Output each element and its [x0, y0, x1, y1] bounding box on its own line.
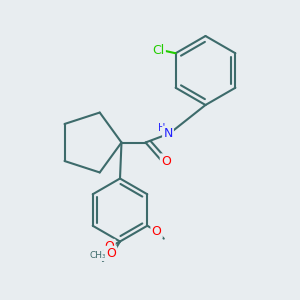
Text: CH₃: CH₃: [90, 251, 106, 260]
Text: Cl: Cl: [152, 44, 165, 57]
Text: O: O: [106, 247, 116, 260]
Text: O: O: [161, 154, 171, 168]
Text: O: O: [105, 240, 114, 253]
Text: N: N: [163, 127, 173, 140]
Text: H: H: [158, 123, 166, 133]
Text: O: O: [152, 225, 161, 238]
